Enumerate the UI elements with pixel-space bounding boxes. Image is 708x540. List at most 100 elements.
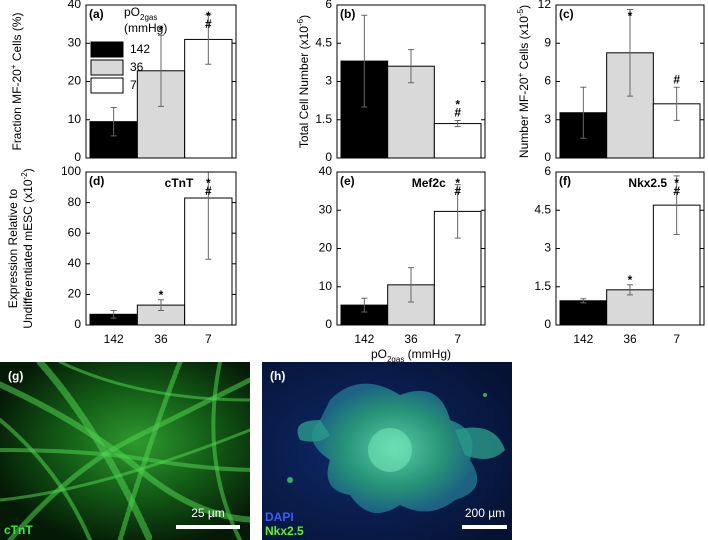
y-tick-label: 3 [544,112,551,126]
text-part: ) [297,15,311,19]
plot-frame [336,4,486,159]
error-bar [673,175,680,235]
y-tick-label: 100 [61,164,81,178]
significance-mark: # [454,106,461,120]
text-part: (mmHg) [124,21,167,35]
legend-swatch [90,77,124,94]
x-tick-label: 7 [673,332,680,346]
error-bar [408,49,414,84]
error-bar [673,86,680,121]
y-tick-label: 30 [68,35,82,49]
panel-label: (e) [340,174,355,188]
y-tick-label: 80 [68,195,82,209]
legend-label: 142 [130,42,150,56]
y-tick-label: 20 [68,74,82,88]
plot-frame [85,171,237,326]
significance-mark: * [455,98,460,112]
error-bar [158,34,164,107]
error-bar [361,297,368,313]
legend-label: 36 [130,60,144,74]
error-bar [110,107,117,137]
error-bar [361,14,368,108]
y-axis-label: Fraction MF-20+ Cells (%) [9,12,25,150]
x-axis-label: pO2gas (mmHg) [371,347,451,363]
text-super: -2 [20,172,29,180]
text-part: Undifferentiated mESC (x10 [21,179,35,329]
panel: 0 1.5 3 4.5 6 *# (b) Total Cell Number (x10-6) [296,0,486,164]
panel-title: Mef2c [412,176,446,190]
y-tick-label: 4.5 [315,35,332,49]
image-h [262,362,512,540]
significance-mark: # [205,184,212,198]
y-tick-label: 6 [544,74,551,88]
y-tick-label: 10 [319,279,333,293]
y-axis-label: Expression Relative to [6,188,20,308]
panel: 0 10 20 30 40 142 36 *#7 (e) Mef2c pO2gas (mmHg) [319,164,486,364]
legend-title: pO2gas [124,5,157,21]
panel-title: Nkx2.5 [628,176,667,190]
y-tick-label: 0 [74,150,81,164]
text-part: Cells (%) [10,12,24,64]
significance-mark: # [454,184,461,198]
image-panel-label: (g) [8,369,23,383]
y-tick-label: 4.5 [534,202,551,216]
bar [433,123,482,159]
x-tick-label: 36 [623,332,637,346]
text-sub: 2gas [387,355,404,364]
text-part: pO [124,5,140,19]
panel-label: (d) [89,174,104,188]
y-axis-label: Undifferentiated mESC (x10-2) [20,168,36,328]
y-tick-label: 40 [68,0,82,11]
plot-frame [555,4,705,159]
y-tick-label: 1.5 [315,112,332,126]
text-sub: 2gas [140,13,157,22]
error-bar [454,120,461,128]
legend-swatch [90,41,124,58]
y-tick-label: 40 [319,164,333,178]
error-bar [408,267,414,303]
error-bar [454,184,461,239]
y-tick-label: 12 [538,0,552,11]
error-bar [580,86,587,139]
significance-mark: # [673,184,680,198]
error-bar [110,309,117,319]
y-tick-label: 40 [68,256,82,270]
bar [606,289,654,326]
significance-mark: * [159,288,164,302]
y-axis-label: Total Cell Number (x10-6) [296,15,312,148]
y-tick-label: 20 [68,287,82,301]
x-tick-label: 7 [454,332,461,346]
plot-frame [336,171,486,326]
x-tick-label: 36 [154,332,168,346]
plot-frame [85,4,237,159]
text-part: Fraction MF-20 [10,69,24,151]
text-part: ) [21,168,35,172]
x-tick-label: 142 [573,332,593,346]
legend-title: (mmHg) [124,21,167,35]
y-tick-label: 6 [325,0,332,11]
error-bar [158,299,164,311]
bar [559,300,608,326]
x-tick-label: 36 [404,332,418,346]
significance-mark: * [206,9,211,23]
y-tick-label: 6 [544,164,551,178]
panel-label: (a) [89,7,104,21]
y-tick-label: 0 [74,317,81,331]
y-axis-label: Number MF-20+ Cells (x10-5) [516,5,532,158]
text-part: (mmHg) [404,347,451,361]
legend-swatch [90,59,124,76]
y-tick-label: 0 [544,150,551,164]
text-part: Total Cell Number (x10 [297,26,311,148]
text-super: -5 [516,8,525,16]
text-part: Number MF-20 [517,77,531,158]
error-bar [205,14,212,65]
panel-title: cTnT [165,176,194,190]
significance-mark: * [159,23,164,37]
y-tick-label: 3 [544,241,551,255]
panel-label: (f) [559,174,571,188]
significance-mark: * [206,176,211,190]
significance-mark: # [673,72,680,86]
significance-mark: * [455,176,460,190]
y-tick-label: 10 [68,112,82,126]
